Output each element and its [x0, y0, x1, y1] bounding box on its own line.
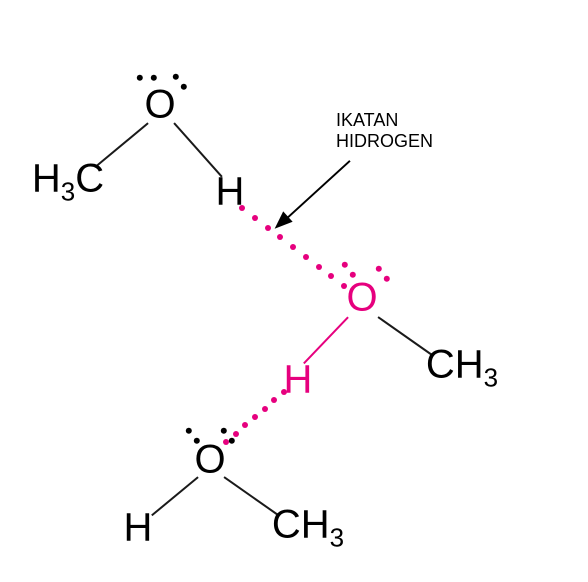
- atom-H1a: H3C: [32, 157, 104, 208]
- hydrogen-bond-dot: [316, 264, 322, 270]
- hydrogen-bond-label: IKATANHIDROGEN: [336, 110, 433, 151]
- hydrogen-bond-dot: [262, 406, 268, 412]
- hydrogen-bond-dot: [252, 215, 258, 221]
- hydrogen-bond-dot: [290, 244, 296, 250]
- lone-pair-dot: [151, 75, 157, 81]
- bond: [223, 476, 278, 516]
- lone-pair-dot: [221, 428, 227, 434]
- atom-O2: O: [346, 276, 377, 321]
- label-arrow: [281, 160, 350, 223]
- hydrogen-bond-dot: [252, 414, 258, 420]
- atom-C2: CH3: [426, 343, 498, 394]
- lone-pair-dot: [181, 84, 187, 90]
- bond: [151, 476, 198, 516]
- hydrogen-bond-dot: [271, 397, 277, 403]
- hydrogen-bond-dot: [303, 254, 309, 260]
- bond: [377, 316, 432, 356]
- atom-O1: O: [144, 83, 175, 128]
- hydrogen-bond-dot: [265, 225, 271, 231]
- atom-H1b: H: [216, 170, 245, 215]
- hydrogen-bond-dot: [328, 273, 334, 279]
- atom-H3a: H: [124, 506, 153, 551]
- lone-pair-dot: [376, 266, 382, 272]
- diagram-canvas: { "type": "chemical-structure", "title":…: [0, 0, 588, 582]
- atom-H2a: H: [284, 358, 313, 403]
- lone-pair-dot: [137, 75, 143, 81]
- hydrogen-bond-dot: [233, 431, 239, 437]
- lone-pair-dot: [384, 276, 390, 282]
- lone-pair-dot: [186, 428, 192, 434]
- atom-O3: O: [194, 438, 225, 483]
- lone-pair-dot: [342, 262, 348, 268]
- hydrogen-bond-dot: [242, 422, 248, 428]
- lone-pair-dot: [229, 438, 235, 444]
- atom-C3: CH3: [272, 503, 344, 554]
- lone-pair-dot: [173, 74, 179, 80]
